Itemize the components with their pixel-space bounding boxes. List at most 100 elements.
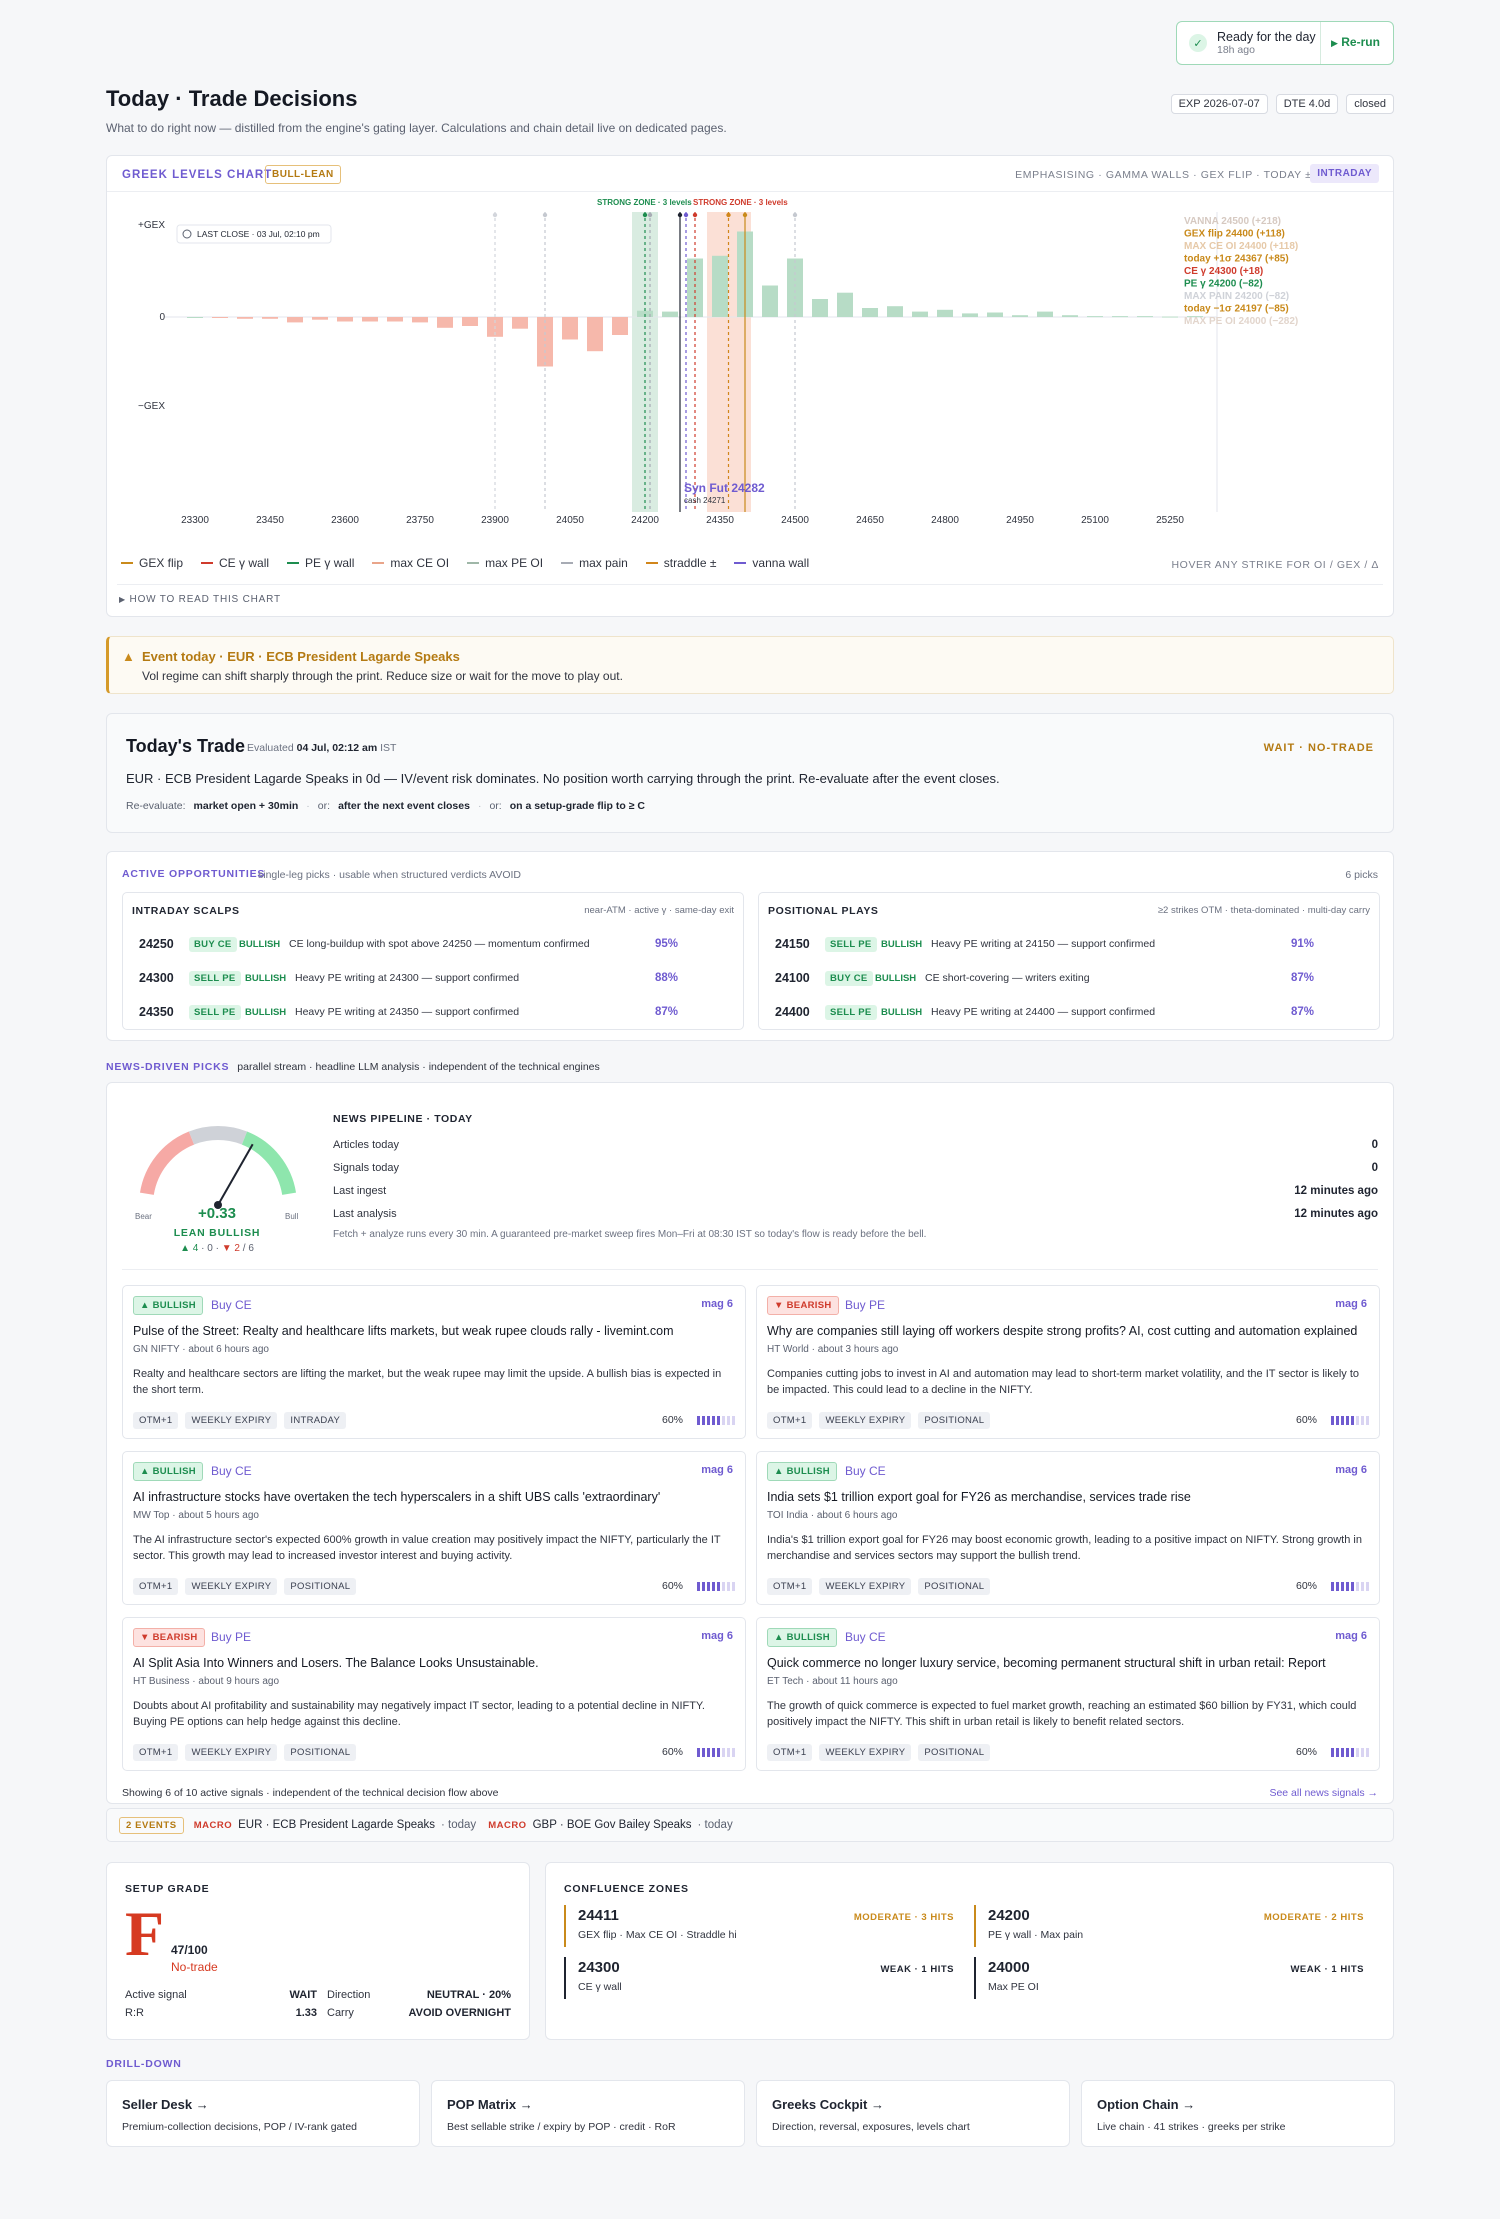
gex-bar[interactable] — [787, 258, 803, 318]
gex-bar[interactable] — [437, 317, 453, 328]
opportunity-row[interactable]: 24300 SELL PE BULLISH Heavy PE writing at 2… — [123, 965, 743, 991]
news-headline[interactable]: Quick commerce no longer luxury service,… — [767, 1656, 1326, 1670]
confidence-segment — [732, 1748, 735, 1757]
see-all-news-link[interactable]: See all news signals → — [1269, 1787, 1378, 1799]
opportunity-row[interactable]: 24250 BUY CE BULLISH CE long-buildup with s… — [123, 931, 743, 957]
gex-bar[interactable] — [387, 317, 403, 322]
grade-verdict: No-trade — [171, 1960, 218, 1974]
opportunity-row[interactable]: 24400 SELL PE BULLISH Heavy PE writing at 2… — [759, 999, 1379, 1025]
confluence-zone[interactable]: 24200 MODERATE · 2 HITS PE γ wall · Max pa… — [974, 1905, 1374, 1947]
gex-bar[interactable] — [537, 317, 553, 367]
gex-bar[interactable] — [1137, 316, 1153, 318]
confidence-segment — [1341, 1748, 1344, 1757]
news-magnitude: mag 6 — [701, 1464, 733, 1476]
news-item[interactable]: ▲ BULLISH Buy CE mag 6 Quick commerce no lo… — [756, 1617, 1380, 1771]
gex-chart[interactable]: STRONG ZONE · 3 levels STRONG ZONE · 3 le… — [107, 192, 1395, 532]
gex-bar[interactable] — [837, 292, 853, 317]
gex-bar[interactable] — [337, 317, 353, 322]
gex-bar[interactable] — [462, 317, 478, 326]
news-item[interactable]: ▲ BULLISH Buy CE mag 6 AI infrastructure st… — [122, 1451, 746, 1605]
gex-bar[interactable] — [1062, 315, 1078, 317]
intraday-toggle[interactable]: INTRADAY — [1310, 164, 1379, 183]
gex-bar[interactable] — [887, 306, 903, 317]
opportunity-row[interactable]: 24100 BUY CE BULLISH CE short-covering — wr… — [759, 965, 1379, 991]
news-source: ET Tech · about 11 hours ago — [767, 1676, 898, 1687]
drill-card[interactable]: POP Matrix → Best sellable strike / expir… — [431, 2080, 745, 2147]
gex-bar[interactable] — [637, 310, 653, 317]
gex-bar[interactable] — [187, 317, 203, 318]
bullish-badge: ▲ BULLISH — [133, 1462, 203, 1481]
news-headline[interactable]: AI infrastructure stocks have overtaken … — [133, 1490, 661, 1504]
max-pain-line-marker — [647, 212, 653, 218]
drill-card[interactable]: Greeks Cockpit → Direction, reversal, exp… — [756, 2080, 1070, 2147]
news-headline[interactable]: Why are companies still laying off worke… — [767, 1324, 1358, 1338]
news-item[interactable]: ▲ BULLISH Buy CE mag 6 India sets $1 trilli… — [756, 1451, 1380, 1605]
news-headline[interactable]: Pulse of the Street: Realty and healthca… — [133, 1324, 674, 1338]
opportunity-row[interactable]: 24350 SELL PE BULLISH Heavy PE writing at 2… — [123, 999, 743, 1025]
gex-bar[interactable] — [1037, 311, 1053, 317]
drill-card[interactable]: Seller Desk → Premium-collection decision… — [106, 2080, 420, 2147]
confluence-zone[interactable]: 24300 WEAK · 1 HITS CE γ wall — [564, 1957, 964, 1999]
gex-bar[interactable] — [712, 255, 728, 317]
gex-bar[interactable] — [1112, 316, 1128, 318]
news-item[interactable]: ▲ BULLISH Buy CE mag 6 Pulse of the Street:… — [122, 1285, 746, 1439]
news-item[interactable]: ▼ BEARISH Buy PE mag 6 AI Split Asia Into W… — [122, 1617, 746, 1771]
opportunity-note: Heavy PE writing at 24400 — support conf… — [931, 1006, 1156, 1018]
news-body: Realty and healthcare sectors are liftin… — [133, 1368, 722, 1396]
gex-bar[interactable] — [962, 313, 978, 317]
news-tag: WEEKLY EXPIRY — [819, 1412, 912, 1429]
gex-bar[interactable] — [937, 309, 953, 317]
news-tag: POSITIONAL — [284, 1578, 357, 1595]
news-headline[interactable]: India sets $1 trillion export goal for F… — [767, 1490, 1191, 1504]
event-item[interactable]: MACRO EUR · ECB President Lagarde Speaks ·… — [194, 1819, 476, 1831]
legend-label: GEX flip — [139, 556, 184, 570]
gex-bar[interactable] — [237, 317, 253, 319]
legend-label: max pain — [579, 556, 628, 570]
gex-bar[interactable] — [1012, 315, 1028, 317]
rerun-button[interactable]: ▶ Re-run — [1331, 35, 1380, 49]
confluence-zone[interactable]: 24411 MODERATE · 3 HITS GEX flip · Max CE … — [564, 1905, 964, 1947]
gex-bar[interactable] — [412, 317, 428, 323]
gex-bar[interactable] — [762, 285, 778, 318]
gex-bar[interactable] — [1087, 316, 1103, 318]
gex-bar[interactable] — [862, 308, 878, 317]
confidence-pct: 91% — [1291, 938, 1315, 950]
gex-flip-line-marker — [742, 212, 748, 218]
gex-bar[interactable] — [362, 317, 378, 322]
opps-subtitle: single-leg picks · usable when structure… — [258, 869, 522, 881]
gex-bar[interactable] — [612, 317, 628, 335]
event-item[interactable]: MACRO GBP · BOE Gov Bailey Speaks · today — [488, 1819, 733, 1831]
gex-bar[interactable] — [262, 317, 278, 319]
news-magnitude: mag 6 — [1335, 1298, 1367, 1310]
gex-bar[interactable] — [587, 317, 603, 352]
action-tag: SELL PE — [189, 1004, 241, 1020]
gex-bar[interactable] — [662, 311, 678, 317]
drill-card[interactable]: Option Chain → Live chain · 41 strikes · … — [1081, 2080, 1395, 2147]
gex-bar[interactable] — [912, 311, 928, 317]
news-tag: OTM+1 — [767, 1578, 813, 1595]
gex-bar[interactable] — [287, 317, 303, 323]
gex-bar[interactable] — [687, 258, 703, 318]
gex-bar[interactable] — [562, 317, 578, 340]
gex-bar[interactable] — [212, 317, 228, 318]
setup-grade-card: SETUP GRADE F 47/100 No-trade Active sig… — [106, 1862, 530, 2040]
news-body: The growth of quick commerce is expected… — [767, 1700, 1357, 1728]
gex-bar[interactable] — [512, 317, 528, 329]
gauge-neutral-arc — [188, 1126, 248, 1145]
drill-card-title: POP Matrix → — [447, 2097, 533, 2112]
opportunity-row[interactable]: 24150 SELL PE BULLISH Heavy PE writing at 2… — [759, 931, 1379, 957]
confluence-zone[interactable]: 24000 WEAK · 1 HITS Max PE OI — [974, 1957, 1374, 1999]
legend-item: PE γ wall — [287, 556, 354, 570]
news-headline[interactable]: AI Split Asia Into Winners and Losers. T… — [133, 1656, 539, 1670]
gex-bar[interactable] — [312, 317, 328, 320]
gex-bar[interactable] — [987, 312, 1003, 318]
news-item[interactable]: ▼ BEARISH Buy PE mag 6 Why are companies st… — [756, 1285, 1380, 1439]
gex-bar[interactable] — [812, 299, 828, 317]
how-to-read-toggle[interactable]: ▶ HOW TO READ THIS CHART — [119, 594, 281, 605]
gex-bar[interactable] — [1162, 316, 1178, 318]
pipeline-note: Fetch + analyze runs every 30 min. A gua… — [333, 1229, 927, 1240]
gex-bar[interactable] — [1187, 316, 1203, 318]
confidence-segment — [1366, 1416, 1369, 1425]
news-tag: WEEKLY EXPIRY — [819, 1578, 912, 1595]
zone-desc: CE γ wall — [578, 1981, 622, 1993]
